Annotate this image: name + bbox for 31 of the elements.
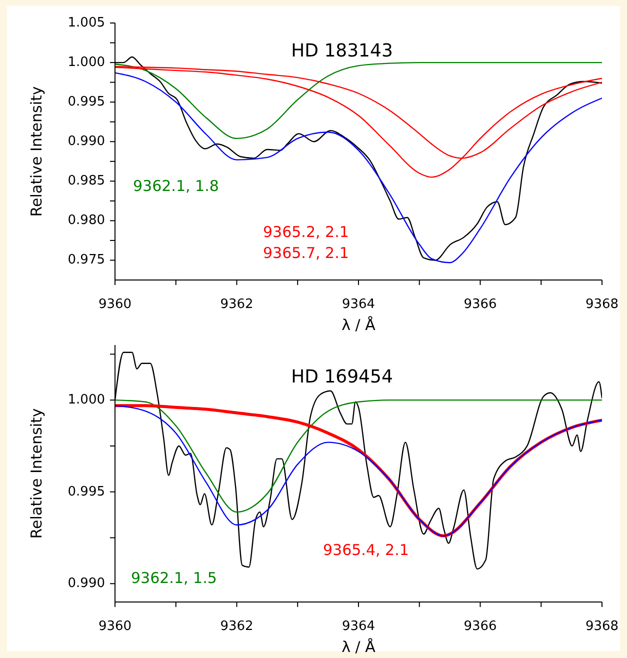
y-tick-label: 1.000 [68, 392, 105, 408]
y-tick-label: 0.975 [68, 252, 105, 268]
y-tick-label: 0.985 [68, 174, 105, 189]
x-axis-title: λ / Å [342, 638, 376, 656]
y-tick-label: 0.995 [68, 94, 105, 110]
series-label: 9365.4, 2.1 [323, 541, 409, 559]
x-tick-label: 9368 [585, 618, 619, 634]
x-tick-label: 9364 [342, 296, 376, 312]
x-tick-label: 9360 [98, 618, 132, 634]
annotation: 9365.2, 2.1 [263, 223, 349, 241]
x-tick-label: 9366 [464, 618, 497, 634]
y-tick-label: 1.000 [68, 55, 105, 70]
text: 9362.1, 1.8 [133, 177, 219, 195]
annotation: 9365.7, 2.1 [263, 244, 349, 262]
y-tick-label: 0.990 [68, 576, 105, 592]
y-tick-label: 0.980 [68, 213, 105, 228]
x-tick-label: 9360 [98, 296, 132, 312]
text: HD 183143 [291, 40, 393, 62]
y-tick-label: 0.995 [68, 484, 105, 500]
text: HD 169454 [291, 366, 393, 388]
x-tick-label: 9368 [585, 296, 619, 312]
y-tick-label: 1.005 [68, 16, 105, 30]
y-tick-label: 0.990 [68, 134, 105, 150]
x-tick-label: 9366 [464, 296, 497, 312]
y-axis-title: Relative Intensity [27, 86, 46, 217]
text: 9362.1, 1.5 [131, 569, 217, 587]
y-axis-title: Relative Intensity [27, 408, 46, 539]
x-tick-label: 9362 [220, 296, 254, 312]
x-tick-label: 9362 [220, 618, 254, 634]
x-tick-label: 9364 [342, 618, 376, 634]
x-axis-title: λ / Å [342, 316, 376, 334]
